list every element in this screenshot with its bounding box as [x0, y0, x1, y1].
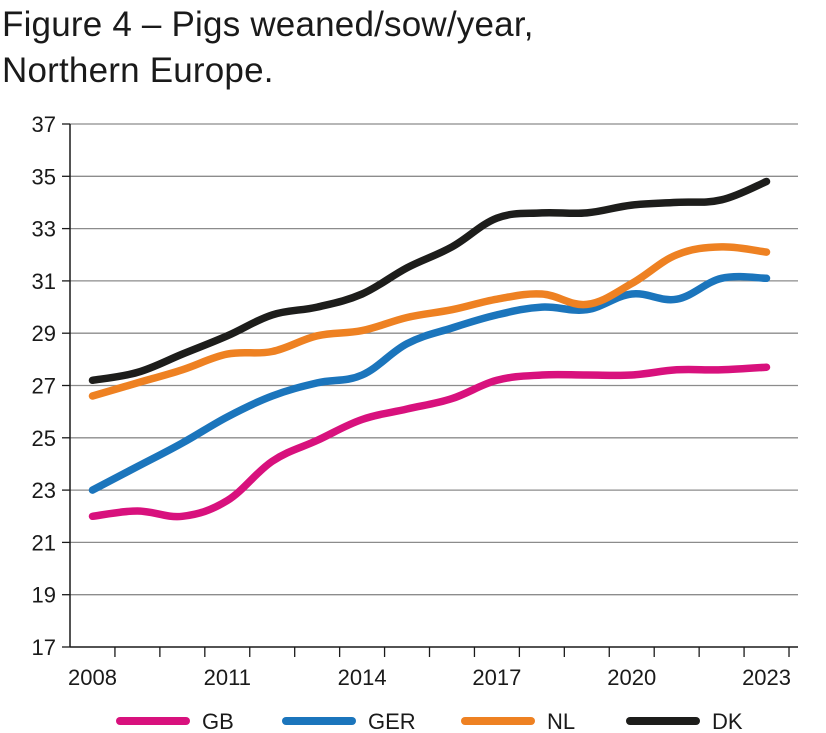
chart-title-line-2: Northern Europe. [2, 51, 274, 90]
y-tick-label: 31 [32, 269, 56, 294]
y-tick-label: 25 [32, 426, 56, 451]
legend: GB GER NL DK [116, 709, 743, 733]
x-tick-label: 2014 [338, 665, 387, 690]
axes: 17 19 21 23 25 27 29 31 33 35 37 2008 2011 2014 2017 20… [32, 112, 798, 690]
y-tick-label: 23 [32, 478, 56, 503]
chart-title-line-1: Figure 4 – Pigs weaned/sow/year, [2, 5, 534, 44]
series-line-gb [88, 363, 771, 521]
x-tick-label: 2011 [204, 665, 251, 690]
x-tick-label: 2017 [472, 665, 521, 690]
series-lines [88, 177, 771, 521]
x-tick-label: 2020 [607, 665, 656, 690]
y-tick-label: 27 [32, 374, 56, 399]
legend-label-nl: NL [547, 709, 575, 733]
chart-title: Figure 4 – Pigs weaned/sow/year, Norther… [2, 2, 534, 94]
y-tick-label: 33 [32, 217, 56, 242]
legend-label-gb: GB [202, 709, 234, 733]
legend-label-ger: GER [368, 709, 416, 733]
gridlines [70, 123, 798, 596]
x-tick-label: 2008 [68, 665, 117, 690]
y-tick-label: 17 [32, 635, 56, 660]
series-line-ger [88, 272, 771, 494]
y-tick-label: 35 [32, 164, 56, 189]
series-line-dk [88, 177, 771, 385]
y-tick-label: 29 [32, 321, 56, 346]
x-tick-label: 2023 [742, 665, 791, 690]
series-line-nl [88, 243, 771, 400]
y-tick-label: 21 [32, 530, 56, 555]
legend-label-dk: DK [712, 709, 743, 733]
y-tick-label: 19 [32, 583, 56, 608]
y-tick-label: 37 [32, 112, 56, 137]
